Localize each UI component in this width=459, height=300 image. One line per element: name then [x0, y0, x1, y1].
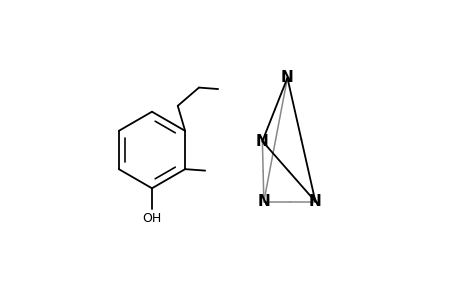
Text: N: N [256, 134, 268, 149]
Text: N: N [257, 194, 269, 209]
Text: N: N [308, 194, 321, 209]
Text: OH: OH [142, 212, 161, 225]
Text: N: N [280, 70, 293, 86]
